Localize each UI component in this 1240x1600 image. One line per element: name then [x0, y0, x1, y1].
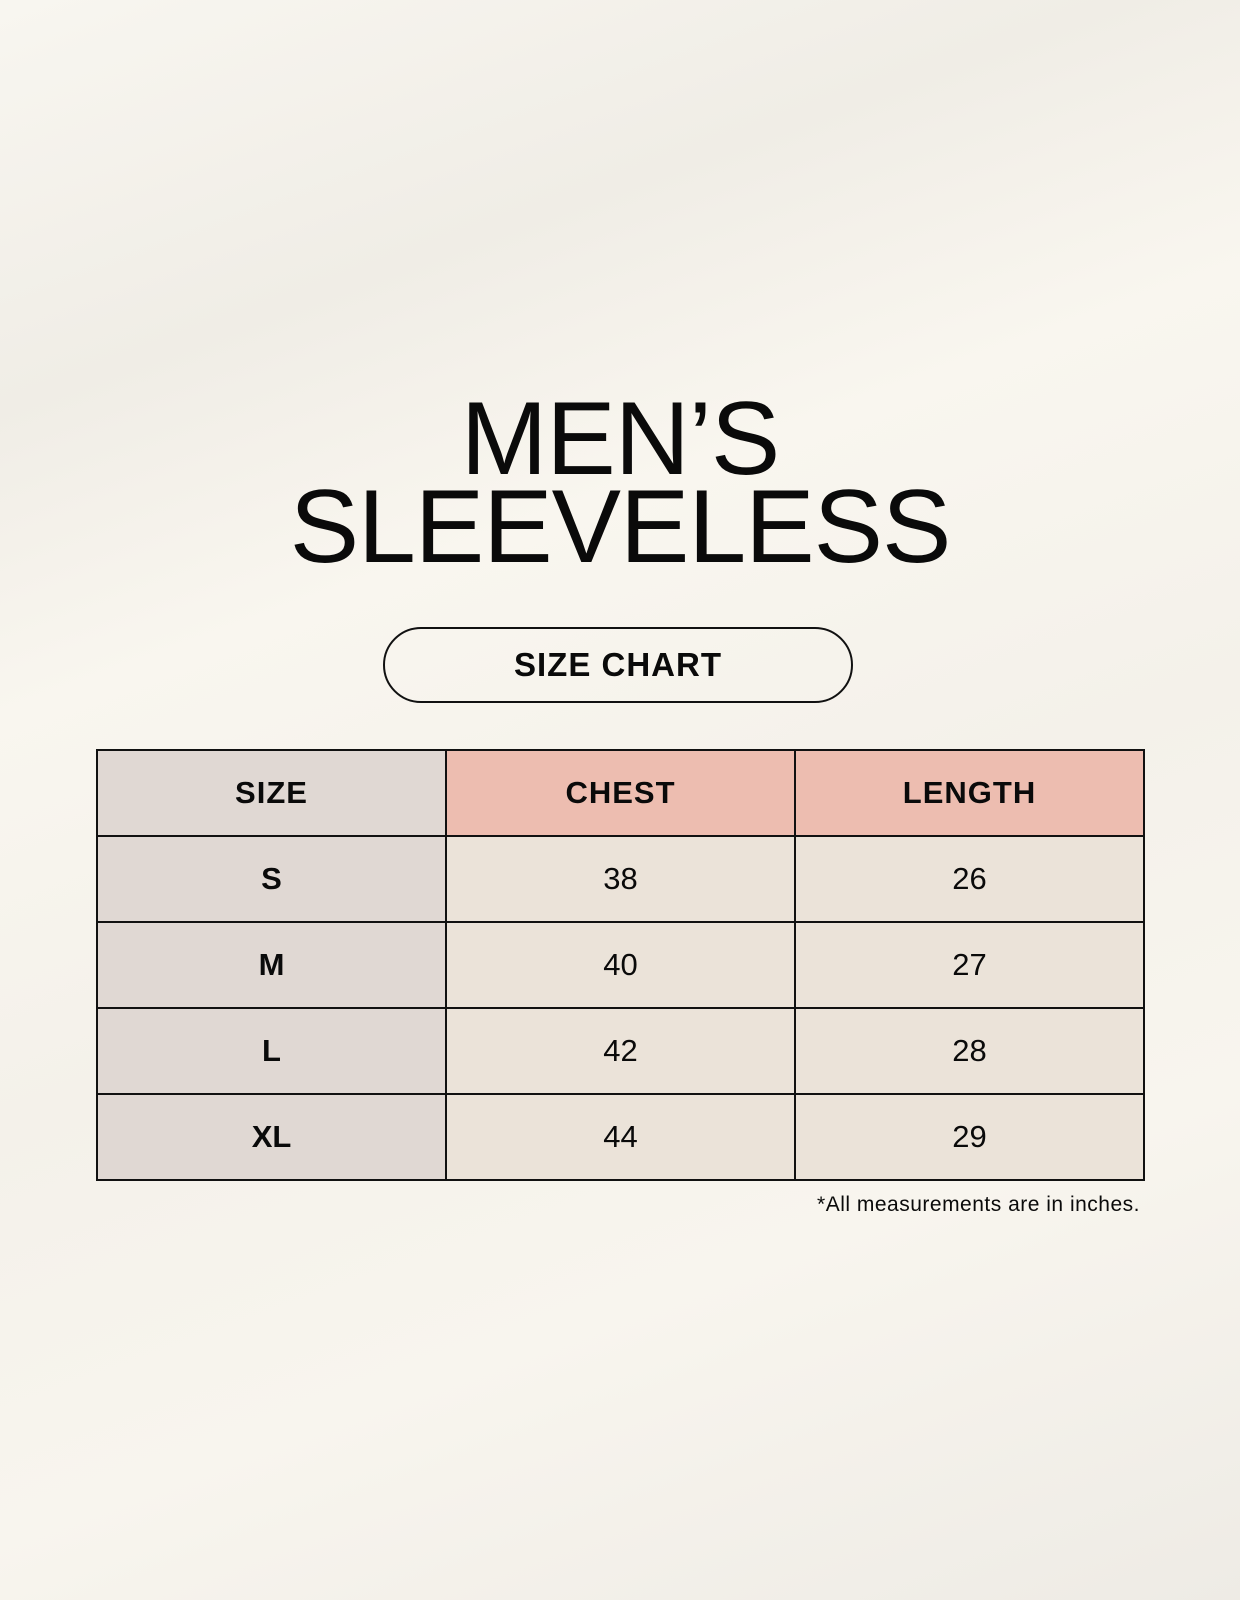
cell-chest: 42	[445, 1007, 796, 1095]
cell-chest: 38	[445, 835, 796, 923]
cell-size: M	[96, 921, 447, 1009]
cell-length: 29	[794, 1093, 1145, 1181]
title-line-1: MEN’S	[460, 381, 781, 497]
cell-length: 28	[794, 1007, 1145, 1095]
table-row: M 40 27	[96, 921, 1145, 1009]
header-length: LENGTH	[794, 749, 1145, 837]
cell-size: XL	[96, 1093, 447, 1181]
table-row: XL 44 29	[96, 1093, 1145, 1181]
table-row: L 42 28	[96, 1007, 1145, 1095]
table-header-row: SIZE CHEST LENGTH	[96, 749, 1145, 837]
size-table: SIZE CHEST LENGTH S 38 26 M 40 27 L 42 2…	[96, 749, 1145, 1181]
cell-size: S	[96, 835, 447, 923]
cell-length: 27	[794, 921, 1145, 1009]
header-chest: CHEST	[445, 749, 796, 837]
measurement-footnote: *All measurements are in inches.	[817, 1193, 1140, 1216]
size-chart-badge: SIZE CHART	[383, 627, 853, 703]
cell-length: 26	[794, 835, 1145, 923]
cell-size: L	[96, 1007, 447, 1095]
cell-chest: 44	[445, 1093, 796, 1181]
cell-chest: 40	[445, 921, 796, 1009]
header-size: SIZE	[96, 749, 447, 837]
table-row: S 38 26	[96, 835, 1145, 923]
page-title: MEN’S SLEEVELESS	[0, 381, 1240, 585]
title-line-2: SLEEVELESS	[289, 469, 952, 585]
